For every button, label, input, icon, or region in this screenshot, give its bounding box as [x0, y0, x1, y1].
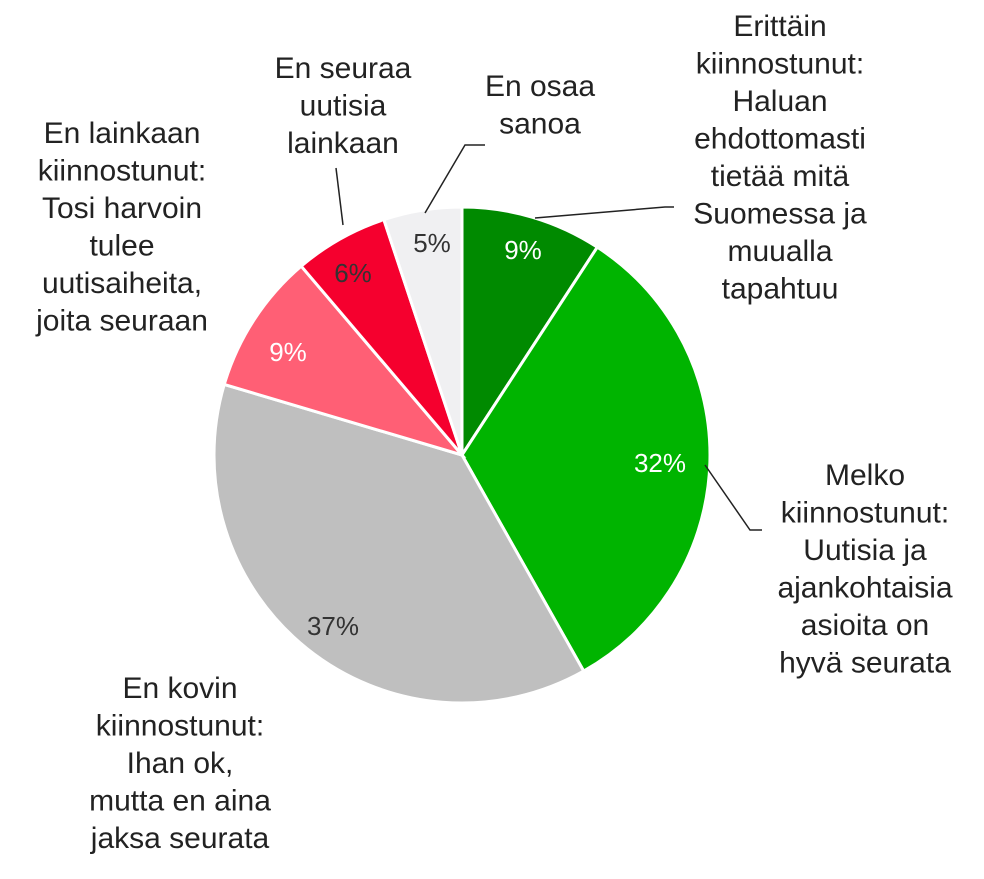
- value-label: 9%: [269, 337, 307, 367]
- category-label: uutisaiheita,: [42, 267, 202, 300]
- category-label: tapahtuu: [722, 272, 839, 305]
- category-label: ajankohtaisia: [777, 571, 952, 604]
- value-label: 5%: [413, 228, 451, 258]
- pie-slice: [212, 382, 586, 705]
- category-label: Erittäin: [733, 10, 826, 43]
- category-label: kiinnostunut:: [696, 47, 864, 80]
- category-label: kiinnostunut:: [781, 496, 949, 529]
- pie-slice: [222, 264, 467, 458]
- pie-slice: [460, 205, 600, 461]
- category-label: Haluan: [732, 85, 827, 118]
- category-label: lainkaan: [287, 127, 399, 160]
- category-label: Ihan ok,: [127, 747, 234, 780]
- value-label: 32%: [634, 448, 686, 478]
- value-label: 9%: [504, 235, 542, 265]
- category-label: joita seuraan: [35, 304, 208, 337]
- value-label: 6%: [334, 258, 372, 288]
- category-label: tietää mitä: [711, 160, 850, 193]
- category-label: En osaa: [485, 70, 595, 103]
- category-label: asioita on: [801, 609, 929, 642]
- leader-line: [704, 464, 762, 531]
- category-label: Suomessa ja: [693, 197, 867, 230]
- leader-line: [534, 206, 674, 219]
- category-label: uutisia: [300, 89, 387, 122]
- category-label: sanoa: [499, 107, 581, 140]
- category-label: Melko: [825, 459, 905, 492]
- category-label: En seuraa: [275, 52, 412, 85]
- category-label: En lainkaan: [44, 117, 201, 150]
- value-label: 37%: [307, 611, 359, 641]
- category-label: hyvä seurata: [779, 646, 951, 679]
- category-label: En kovin: [122, 672, 237, 705]
- category-label: tulee: [89, 229, 154, 262]
- category-label: kiinnostunut:: [38, 154, 206, 187]
- category-label: Uutisia ja: [803, 534, 927, 567]
- category-label: kiinnostunut:: [96, 709, 264, 742]
- category-label: mutta en aina: [89, 784, 271, 817]
- leader-line: [424, 144, 485, 214]
- category-label: muualla: [727, 235, 832, 268]
- leader-line: [335, 167, 344, 226]
- pie-slice: [460, 245, 712, 674]
- category-label: ehdottomasti: [694, 122, 866, 155]
- pie-slice: [381, 205, 464, 456]
- category-label: Tosi harvoin: [42, 192, 202, 225]
- category-label: jaksa seurata: [90, 822, 270, 855]
